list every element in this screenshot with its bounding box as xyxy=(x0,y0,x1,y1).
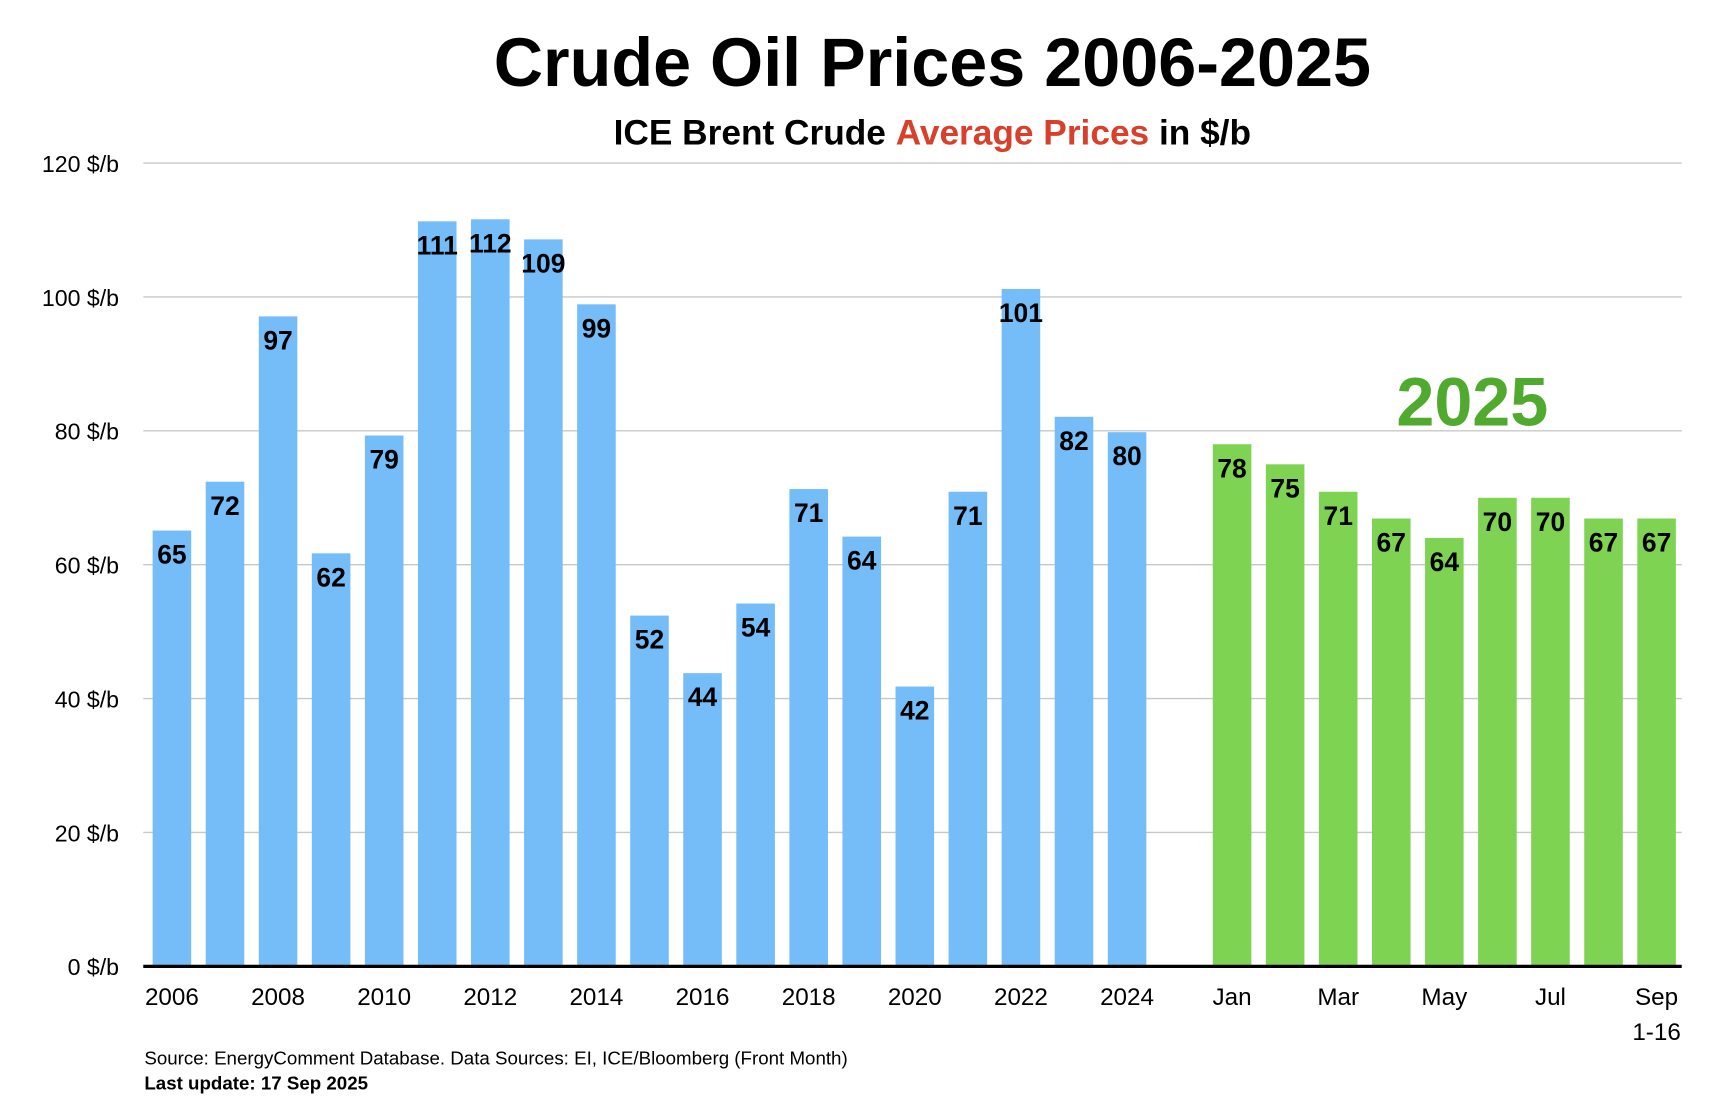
data-label: 112 xyxy=(469,228,512,258)
x-tick-label: 2016 xyxy=(676,984,730,1011)
bar-apr xyxy=(1371,518,1411,967)
data-label: 82 xyxy=(1059,426,1088,456)
data-label: 67 xyxy=(1589,528,1618,558)
bar-sep-1-16 xyxy=(1637,518,1676,967)
bar-2018 xyxy=(789,489,828,967)
bar-2019 xyxy=(842,536,882,967)
data-label: 71 xyxy=(1323,501,1352,531)
data-label: 64 xyxy=(1430,547,1460,577)
x-tick-label: 2012 xyxy=(463,984,517,1011)
x-tick-label: 2022 xyxy=(994,984,1048,1011)
data-label: 97 xyxy=(263,325,292,355)
bar-2021 xyxy=(948,491,988,967)
bar-2013 xyxy=(524,239,563,967)
bar-2012 xyxy=(471,219,510,967)
bar-jun xyxy=(1478,497,1517,967)
x-tick-label: May xyxy=(1421,984,1468,1011)
subtitle-part1: ICE Brent Crude xyxy=(614,113,896,152)
data-label: 101 xyxy=(999,298,1043,328)
data-label: 80 xyxy=(1112,441,1141,471)
data-label: 78 xyxy=(1217,453,1246,483)
data-label: 99 xyxy=(582,313,611,343)
x-tick-label: 2006 xyxy=(145,984,199,1011)
data-label: 79 xyxy=(369,445,398,475)
chart-subtitle: ICE Brent Crude Average Prices in $/b xyxy=(614,113,1251,152)
last-update-note: Last update: 17 Sep 2025 xyxy=(144,1073,368,1094)
data-label: 52 xyxy=(635,625,664,655)
data-label: 54 xyxy=(741,613,771,643)
x-tick-sublabel: 1-16 xyxy=(1632,1019,1681,1046)
subtitle-part3: in $/b xyxy=(1149,113,1251,152)
data-label: 67 xyxy=(1377,528,1406,558)
x-tick-label: 2018 xyxy=(782,984,836,1011)
bar-mar xyxy=(1318,491,1358,967)
bar-2022 xyxy=(1001,288,1041,967)
data-label: 71 xyxy=(794,498,823,528)
bar-2024 xyxy=(1107,432,1147,967)
y-tick-label: 20 $/b xyxy=(55,820,119,846)
y-tick-label: 60 $/b xyxy=(55,553,119,579)
bar-2010 xyxy=(364,435,404,967)
bar-2023 xyxy=(1054,416,1094,967)
x-tick-label: 2010 xyxy=(357,984,411,1011)
bar-feb xyxy=(1265,464,1305,967)
source-note: Source: EnergyComment Database. Data Sou… xyxy=(144,1047,847,1068)
x-tick-label: 2008 xyxy=(251,984,305,1011)
x-tick-label: 2020 xyxy=(888,984,942,1011)
data-label: 109 xyxy=(521,248,565,278)
bar-2014 xyxy=(577,304,616,967)
y-tick-label: 100 $/b xyxy=(42,285,119,311)
data-label: 72 xyxy=(210,491,239,521)
y-tick-label: 120 $/b xyxy=(42,151,119,177)
bar-2011 xyxy=(417,221,457,967)
data-label: 67 xyxy=(1642,528,1671,558)
x-tick-label: 2014 xyxy=(569,984,623,1011)
data-label: 64 xyxy=(847,546,877,576)
x-tick-label: Sep xyxy=(1635,984,1678,1011)
bar-2008 xyxy=(258,316,298,967)
chart-title: Crude Oil Prices 2006-2025 xyxy=(494,25,1371,101)
bar-2020 xyxy=(895,686,935,967)
data-label: 71 xyxy=(953,501,982,531)
x-tick-label: Jan xyxy=(1213,984,1252,1011)
y-tick-label: 80 $/b xyxy=(55,419,119,445)
data-label: 70 xyxy=(1483,507,1512,537)
bar-2007 xyxy=(205,481,245,967)
data-label: 65 xyxy=(157,540,186,570)
bar-may xyxy=(1425,537,1464,967)
x-tick-label: Jul xyxy=(1535,984,1566,1011)
x-tick-label: Mar xyxy=(1317,984,1359,1011)
data-label: 75 xyxy=(1270,473,1299,503)
bar-aug xyxy=(1584,518,1623,967)
bar-jan xyxy=(1212,444,1252,967)
bar-2015 xyxy=(630,615,669,967)
data-label: 42 xyxy=(900,696,929,726)
data-label: 111 xyxy=(417,230,458,260)
data-label: 44 xyxy=(688,682,718,712)
bar-jul xyxy=(1531,497,1570,967)
bar-2016 xyxy=(683,673,722,967)
annotation-2025: 2025 xyxy=(1396,364,1548,440)
bar-2017 xyxy=(736,603,775,967)
y-tick-label: 0 $/b xyxy=(68,954,119,980)
y-tick-label: 40 $/b xyxy=(55,686,119,712)
x-tick-label: 2024 xyxy=(1100,984,1154,1011)
bar-2006 xyxy=(152,530,192,967)
data-label: 62 xyxy=(316,562,345,592)
data-label: 70 xyxy=(1536,507,1565,537)
bar-2009 xyxy=(311,553,351,967)
subtitle-accent: Average Prices xyxy=(896,113,1149,152)
